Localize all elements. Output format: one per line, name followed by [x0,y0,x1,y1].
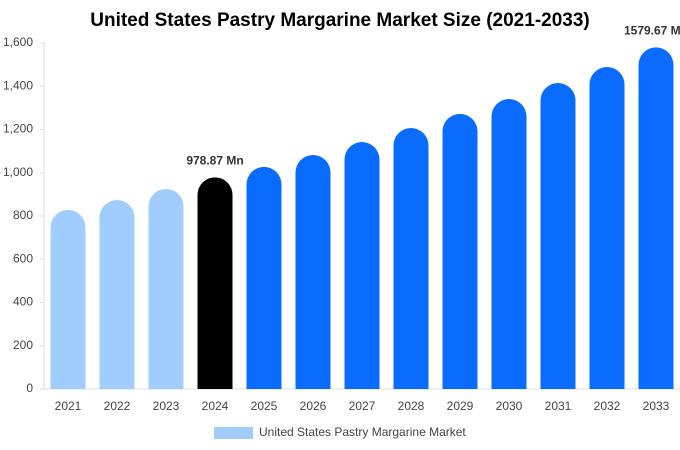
x-tick-label: 2023 [153,399,180,413]
bar [197,177,233,389]
value-label: 1579.67 Mn [624,24,680,38]
bar [540,83,576,389]
bar [393,127,429,389]
y-tick-label: 1,000 [3,165,33,179]
x-tick-label: 2025 [251,399,278,413]
x-tick-label: 2028 [398,399,425,413]
bar [99,199,135,389]
value-label: 978.87 Mn [186,153,243,167]
x-tick-label: 2031 [545,399,572,413]
y-tick-label: 400 [13,295,33,309]
bar [246,166,282,389]
x-tick-label: 2029 [447,399,474,413]
x-tick-label: 2021 [55,399,82,413]
y-tick-label: 600 [13,251,33,265]
bar [589,67,625,389]
legend-swatch [214,427,253,439]
x-tick-label: 2026 [300,399,327,413]
bar [344,142,380,389]
bar [638,47,674,389]
x-tick-label: 2033 [643,399,670,413]
legend-label: United States Pastry Margarine Market [259,425,466,439]
x-tick-label: 2024 [202,399,229,413]
bar [148,188,184,389]
x-tick-label: 2027 [349,399,376,413]
x-tick-label: 2032 [594,399,621,413]
bar [491,99,527,389]
y-tick-label: 1,400 [3,78,33,92]
x-tick-label: 2022 [104,399,131,413]
bar [442,113,478,389]
y-tick-label: 1,200 [3,122,33,136]
chart-title: United States Pastry Margarine Market Si… [90,10,590,31]
y-tick-label: 0 [26,381,33,395]
x-tick-label: 2030 [496,399,523,413]
y-tick-label: 1,600 [3,35,33,49]
bar [295,155,331,389]
y-tick-label: 800 [13,208,33,222]
y-tick-label: 200 [13,338,33,352]
bar [50,209,86,389]
